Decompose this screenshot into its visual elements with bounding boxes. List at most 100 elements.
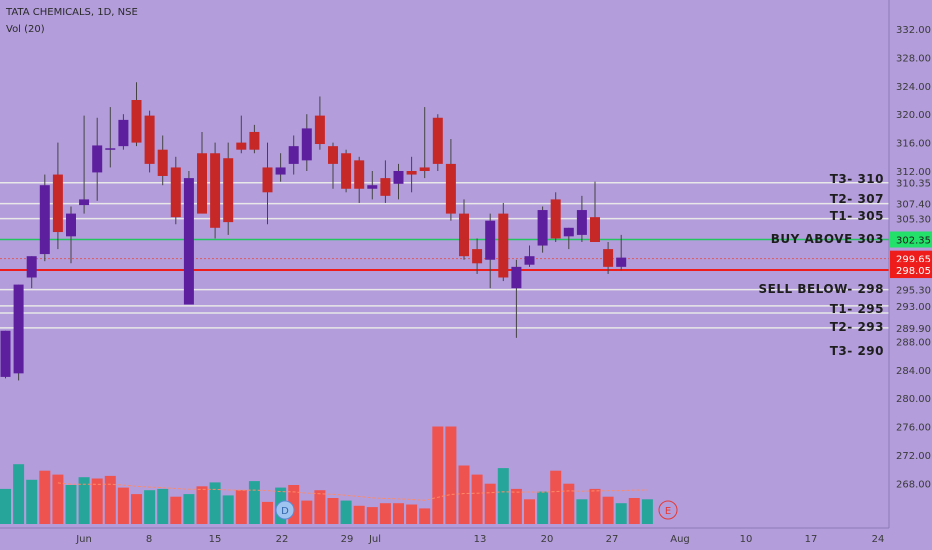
price-axis-label: 302.35	[896, 236, 931, 247]
volume-bar	[117, 487, 129, 524]
y-tick-label: 284.00	[896, 366, 931, 377]
candle-body	[537, 210, 548, 246]
volume-bar	[314, 490, 326, 524]
candle-body	[105, 148, 116, 150]
volume-bar	[550, 470, 562, 524]
volume-ma-line	[57, 482, 648, 501]
volume-bar	[589, 488, 601, 524]
y-tick-label: 316.00	[896, 139, 931, 150]
volume-bar	[340, 500, 352, 524]
marker-label: D	[281, 506, 289, 517]
candle-body	[249, 131, 260, 150]
price-levels	[0, 181, 889, 329]
x-tick-label: 10	[740, 534, 753, 545]
y-tick-label: 332.00	[896, 25, 931, 36]
volume-bar	[510, 488, 522, 524]
candle-body	[288, 146, 299, 164]
earnings-marker	[658, 500, 678, 520]
x-tick-label: 22	[276, 534, 289, 545]
volume-bar	[301, 500, 313, 524]
y-tick-label: 276.00	[896, 423, 931, 434]
volume-bar	[602, 496, 614, 524]
volume-bar	[366, 507, 378, 524]
volume-bar	[104, 475, 116, 524]
volume-bar	[65, 485, 77, 524]
volume-bar	[183, 494, 195, 524]
volume-bar	[144, 490, 156, 524]
y-tick-label: 272.00	[896, 451, 931, 462]
candle-body	[144, 115, 155, 164]
candle-body	[0, 330, 11, 377]
candle-body	[314, 115, 325, 145]
volume-bar	[576, 499, 588, 524]
volume-bar	[379, 503, 391, 524]
x-tick-label: Jun	[75, 534, 92, 545]
volume-bar	[262, 501, 273, 524]
price-axis-label: 299.65	[896, 255, 931, 266]
volume-bar	[39, 470, 51, 524]
level-label: T3- 290	[830, 344, 884, 358]
price-axis-label: 305.30	[896, 215, 931, 226]
price-axis[interactable]: 332.00 328.00 324.00 320.00 316.00 312.00 288.…	[0, 0, 932, 529]
level-label: T3- 310	[830, 172, 884, 186]
candle-body	[118, 119, 129, 147]
marker-label: E	[665, 506, 671, 517]
chart-title: TATA CHEMICALS, 1D, NSE	[6, 7, 138, 18]
volume-bar	[641, 499, 653, 524]
candle-body	[576, 210, 587, 235]
volume-bar	[432, 426, 444, 524]
x-tick-label: 15	[209, 534, 222, 545]
price-axis-label: 289.90	[896, 324, 931, 335]
candle-body	[223, 158, 234, 223]
time-axis[interactable]: Jun 8 15 22 29 Jul 13 20 27 Aug 10 17 24	[75, 534, 884, 545]
y-tick-label: 320.00	[896, 110, 931, 121]
candle-body	[367, 185, 378, 189]
price-axis-tag	[890, 262, 932, 279]
candle-body	[406, 171, 417, 175]
volume-bar	[524, 499, 535, 524]
volume-bar	[406, 504, 418, 524]
volume-bar	[196, 486, 208, 524]
candlesticks[interactable]	[0, 82, 627, 381]
volume-bar	[497, 468, 509, 524]
candle-body	[131, 100, 142, 143]
candle-body	[13, 284, 24, 374]
volume-bar	[235, 490, 247, 524]
candle-body	[301, 128, 312, 161]
candle-body	[52, 174, 63, 233]
candle-body	[328, 146, 338, 164]
candle-body	[590, 217, 600, 242]
candle-body	[432, 117, 443, 164]
volume-bar	[563, 483, 575, 524]
candle-body	[524, 256, 535, 265]
candle-body	[616, 257, 627, 267]
volume-bar	[393, 503, 404, 524]
dividend-marker	[275, 500, 295, 520]
volume-bar	[13, 464, 25, 524]
candle-body	[170, 167, 181, 218]
candle-body	[92, 145, 103, 173]
level-label: T1- 295	[830, 302, 884, 316]
x-tick-label: 17	[805, 534, 818, 545]
candle-body	[39, 185, 50, 255]
price-axis-label: 310.35	[896, 179, 931, 190]
candle-body	[498, 213, 509, 278]
x-tick-label: 20	[541, 534, 554, 545]
candle-body	[354, 160, 365, 189]
y-tick-label: 324.00	[896, 82, 931, 93]
candle-body	[393, 171, 404, 184]
x-tick-label: 24	[872, 534, 885, 545]
candle-body	[79, 199, 90, 206]
volume-bar	[353, 505, 365, 524]
volume-legend: Vol (20)	[6, 24, 45, 35]
volume-bar	[484, 483, 496, 524]
candle-body	[563, 227, 574, 237]
volume-bar	[327, 498, 339, 524]
candle-body	[183, 178, 194, 305]
candle-body	[419, 167, 430, 171]
y-tick-label: 328.00	[896, 53, 931, 64]
volume-bar	[419, 508, 431, 524]
level-label: BUY ABOVE 303	[771, 232, 884, 246]
